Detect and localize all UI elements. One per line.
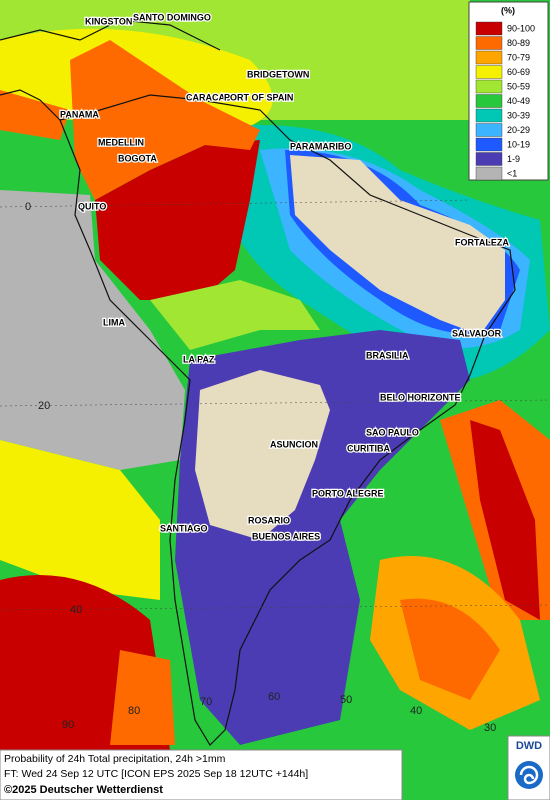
city-label: SANTIAGO	[160, 523, 208, 533]
city-label: MEDELLIN	[98, 137, 144, 147]
grid-label: 0	[25, 201, 31, 213]
legend-label: 20-29	[507, 125, 530, 135]
grid-label: 50	[340, 694, 352, 706]
legend-label: <1	[507, 168, 517, 178]
footer-box	[0, 749, 403, 801]
precip-area	[110, 650, 175, 745]
legend-swatch	[475, 137, 503, 152]
grid-label: 60	[268, 691, 280, 703]
city-label: BUENOS AIRES	[252, 531, 320, 541]
city-label: SAO PAULO	[366, 427, 419, 437]
legend-label: 90-100	[507, 23, 535, 33]
footer-line: ©2025 Deutscher Wetterdienst	[4, 784, 163, 796]
city-label: LIMA	[103, 317, 125, 327]
legend-label: 60-69	[507, 67, 530, 77]
city-label: QUITO	[78, 201, 106, 211]
city-label: SALVADOR	[452, 328, 502, 338]
precip-area	[400, 598, 500, 700]
logo-swirl	[519, 765, 539, 785]
legend-label: 40-49	[507, 96, 530, 106]
legend-label: 70-79	[507, 52, 530, 62]
legend-label: 80-89	[507, 38, 530, 48]
grid-label: 40	[70, 604, 82, 616]
city-label: PORTO ALEGRE	[312, 488, 384, 498]
city-label: ASUNCION	[270, 439, 318, 449]
dry-land	[195, 370, 330, 540]
legend-swatch	[475, 65, 503, 79]
legend-swatch	[475, 123, 503, 137]
city-label: BELO HORIZONTE	[380, 392, 461, 402]
grid-lines	[0, 199, 550, 611]
city-label: BRASILIA	[366, 350, 409, 360]
grid-label: 40	[410, 705, 422, 717]
city-label: CARACAS	[186, 92, 231, 102]
grid-label: 20	[38, 400, 50, 412]
city-label: FORTALEZA	[455, 237, 509, 247]
precip-area	[70, 40, 260, 200]
city-label: SANTO DOMINGO	[133, 12, 211, 22]
footer-line: FT: Wed 24 Sep 12 UTC [ICON EPS 2025 Sep…	[4, 768, 308, 780]
precip-area	[0, 90, 70, 140]
city-label: BOGOTA	[118, 153, 157, 163]
legend-swatch	[475, 36, 503, 50]
city-label: LA PAZ	[183, 354, 215, 364]
legend-swatch	[475, 94, 503, 108]
legend-title: (%)	[501, 5, 515, 15]
city-label: KINGSTON	[85, 16, 132, 26]
grid-label: 90	[62, 719, 74, 731]
legend-swatch	[475, 108, 503, 123]
precip-area	[470, 420, 540, 620]
precip-area	[0, 440, 160, 600]
legend-swatch	[475, 50, 503, 65]
city-label: PARAMARIBO	[290, 141, 351, 151]
city-label: BRIDGETOWN	[247, 69, 309, 79]
grid-label: 70	[200, 696, 212, 708]
grid-label: 80	[128, 705, 140, 717]
coastline	[0, 19, 516, 746]
city-label: PANAMA	[60, 109, 99, 119]
city-label: CURITIBA	[347, 443, 390, 453]
logo-text: DWD	[516, 740, 542, 752]
footer-line: Probability of 24h Total precipitation, …	[4, 753, 226, 765]
legend-swatch	[475, 21, 503, 36]
city-label: PORT OF SPAIN	[224, 92, 293, 102]
dry-land	[290, 155, 505, 335]
precip-area	[0, 190, 185, 470]
precip-area	[95, 140, 260, 300]
legend-label: 1-9	[507, 154, 520, 164]
grid-label: 30	[484, 722, 496, 734]
legend-swatch	[475, 79, 503, 94]
legend-label: 50-59	[507, 81, 530, 91]
precip-area	[150, 280, 320, 350]
legend-swatch	[475, 152, 503, 166]
city-label: ROSARIO	[248, 515, 290, 525]
legend-label: 10-19	[507, 139, 530, 149]
legend-label: 30-39	[507, 110, 530, 120]
legend: (%) 90-100 80-89 70-79 60-69 50-59 40-49 30-39…	[468, 1, 549, 181]
legend-swatch	[475, 166, 503, 181]
